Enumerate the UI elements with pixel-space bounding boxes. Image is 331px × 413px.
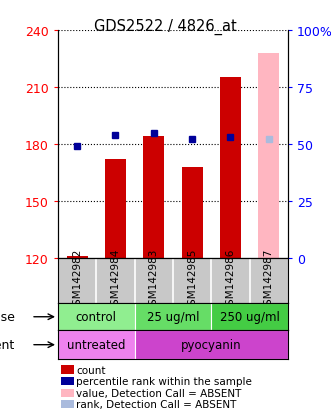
Text: rank, Detection Call = ABSENT: rank, Detection Call = ABSENT [76,399,237,409]
Bar [135,304,211,330]
Text: agent: agent [0,338,15,351]
Bar [258,54,279,258]
Bar [143,137,164,258]
Bar [58,330,135,359]
Text: GSM142987: GSM142987 [264,248,274,311]
Text: control: control [76,311,117,323]
Bar [135,330,288,359]
Text: count: count [76,365,106,375]
Bar [182,167,203,258]
Text: GSM142986: GSM142986 [225,248,235,311]
Text: pyocyanin: pyocyanin [181,338,242,351]
Text: GSM142985: GSM142985 [187,248,197,311]
Bar [220,78,241,258]
Text: dose: dose [0,311,15,323]
Text: GDS2522 / 4826_at: GDS2522 / 4826_at [94,19,237,35]
Text: GSM142983: GSM142983 [149,248,159,311]
Text: percentile rank within the sample: percentile rank within the sample [76,376,252,386]
Text: untreated: untreated [67,338,125,351]
Bar [211,304,288,330]
Text: value, Detection Call = ABSENT: value, Detection Call = ABSENT [76,388,242,398]
Bar [105,160,126,258]
Text: 25 ug/ml: 25 ug/ml [147,311,199,323]
Text: GSM142984: GSM142984 [111,248,120,311]
Bar [58,304,135,330]
Text: 250 ug/ml: 250 ug/ml [220,311,280,323]
Text: GSM142982: GSM142982 [72,248,82,311]
Bar [67,256,88,258]
